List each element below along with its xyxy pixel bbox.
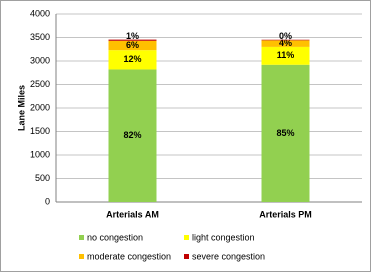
value-label: 11% <box>277 50 295 60</box>
value-label: 6% <box>126 40 139 50</box>
bar-segment <box>108 50 157 70</box>
y-tick-label: 500 <box>35 173 50 183</box>
legend-label: light congestion <box>192 232 255 242</box>
y-tick-label: 3000 <box>30 55 50 65</box>
legend-label: severe congestion <box>192 251 265 261</box>
legend-swatch <box>184 235 189 240</box>
bar-segment <box>261 64 310 202</box>
legend-swatch <box>79 235 84 240</box>
y-tick-label: 2000 <box>30 102 50 112</box>
y-tick-label: 2500 <box>30 79 50 89</box>
y-tick-label: 1500 <box>30 126 50 136</box>
value-label: 12% <box>123 54 141 64</box>
y-tick-label: 0 <box>45 196 50 206</box>
value-label: 4% <box>279 38 292 48</box>
y-tick-label: 4000 <box>30 8 50 18</box>
bar-segment <box>108 69 157 203</box>
value-label: 0% <box>279 31 292 41</box>
x-tick-label: Arterials AM <box>106 209 159 219</box>
value-label: 1% <box>126 31 139 41</box>
bar-segment <box>108 40 157 51</box>
y-tick-label: 1000 <box>30 149 50 159</box>
y-axis-label: Lane Miles <box>16 85 26 131</box>
legend-label: moderate congestion <box>87 251 171 261</box>
bar-segment <box>261 46 310 65</box>
bar-segment <box>261 39 310 41</box>
value-label: 82% <box>123 130 141 140</box>
legend-swatch <box>79 254 84 259</box>
x-tick-label: Arterials PM <box>259 209 312 219</box>
legend-swatch <box>184 254 189 259</box>
bar-segment <box>261 40 310 47</box>
bar-segment <box>108 39 157 41</box>
y-tick-label: 3500 <box>30 32 50 42</box>
value-label: 85% <box>276 128 294 138</box>
legend-label: no congestion <box>87 232 143 242</box>
